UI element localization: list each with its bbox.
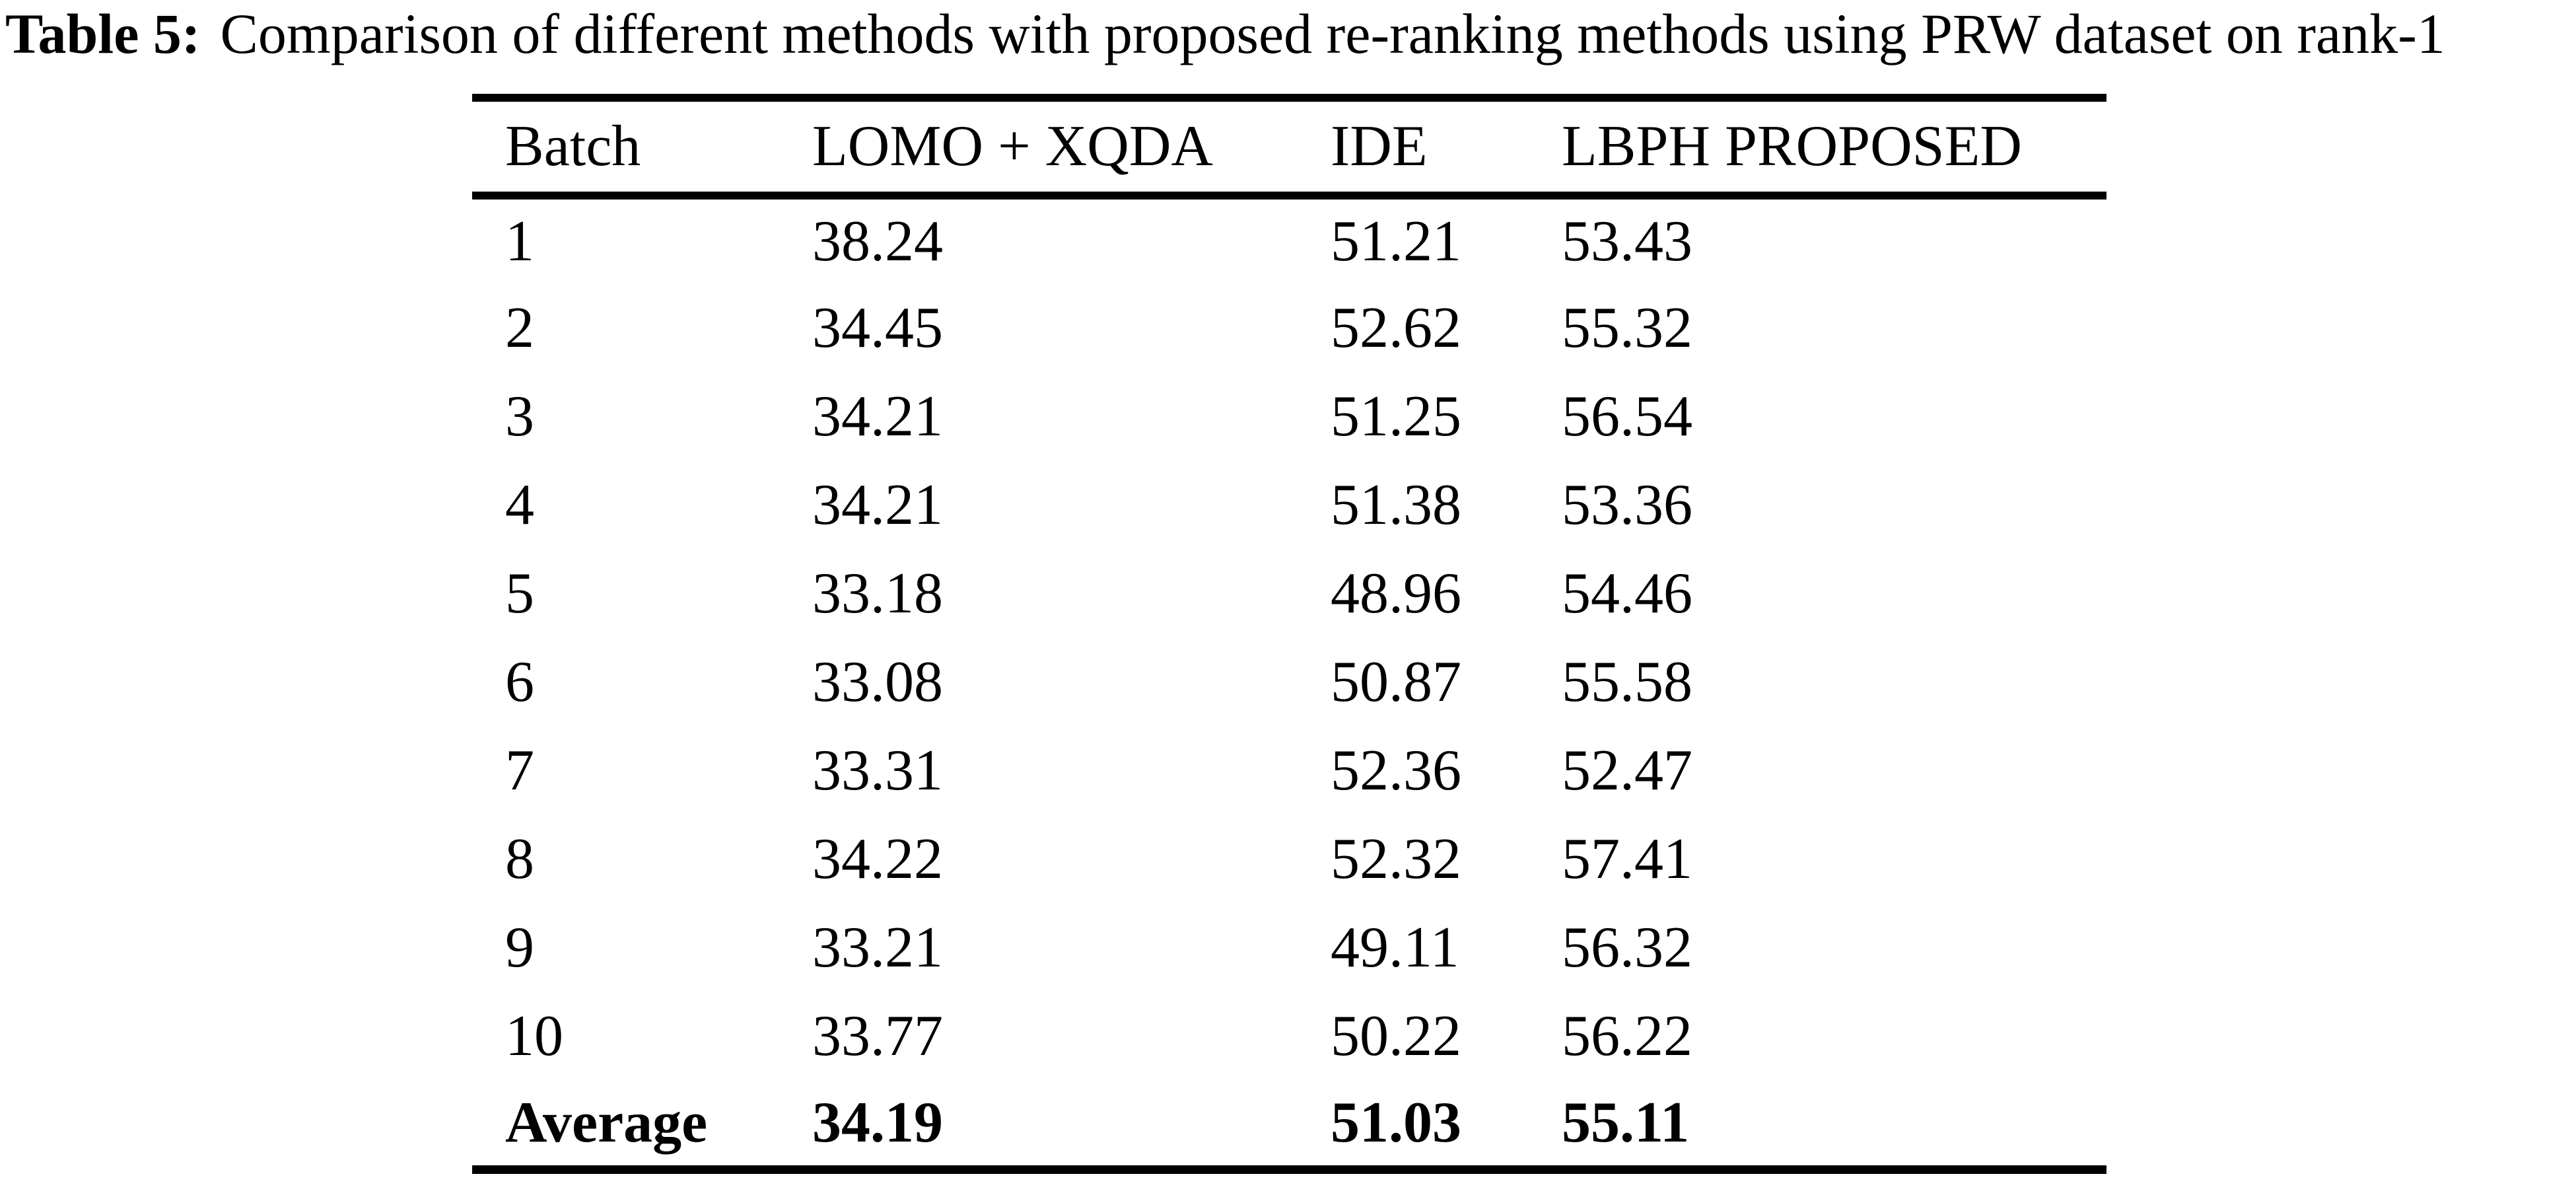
table-cell: Average — [505, 1090, 708, 1155]
table-cell: 52.47 — [1562, 739, 1692, 803]
table-caption-label: Table 5: — [5, 2, 201, 65]
header-row: Batch LOMO + XQDA IDE LBPH PROPOSED — [472, 98, 2106, 196]
table-cell: 1 — [505, 209, 534, 273]
table-row: 6 33.08 50.87 55.58 — [472, 638, 2106, 727]
table-cell: 53.36 — [1562, 473, 1692, 537]
table-caption-text: Comparison of different methods with pro… — [220, 2, 2445, 65]
table-cell: 52.62 — [1331, 296, 1461, 360]
table-cell: 56.22 — [1562, 1004, 1692, 1068]
table-cell: 56.32 — [1562, 916, 1692, 980]
table-cell: 34.45 — [812, 296, 943, 360]
table-cell: 33.77 — [812, 1004, 943, 1068]
table-row: 4 34.21 51.38 53.36 — [472, 461, 2106, 550]
table-row: 9 33.21 49.11 56.32 — [472, 904, 2106, 992]
table-row: 8 34.22 52.32 57.41 — [472, 815, 2106, 904]
table-cell: 33.08 — [812, 650, 943, 714]
table-cell: 6 — [505, 650, 534, 714]
table-cell: 34.22 — [812, 827, 943, 891]
table-cell: 51.25 — [1331, 384, 1461, 449]
table-cell: 33.18 — [812, 562, 943, 626]
table-cell: 3 — [505, 384, 534, 449]
table-caption: Table 5: Comparison of different methods … — [5, 1, 2445, 67]
table-cell: 2 — [505, 296, 534, 360]
column-header-lomo-xqda: LOMO + XQDA — [812, 114, 1213, 178]
column-header-batch: Batch — [505, 114, 641, 178]
table-cell: 34.21 — [812, 473, 943, 537]
table-header: Batch LOMO + XQDA IDE LBPH PROPOSED — [472, 98, 2106, 196]
table-cell: 55.11 — [1562, 1090, 1690, 1155]
table-cell: 33.21 — [812, 916, 943, 980]
table-cell: 52.32 — [1331, 827, 1461, 891]
table-cell: 51.38 — [1331, 473, 1461, 537]
table-cell: 51.03 — [1331, 1090, 1461, 1155]
table-cell: 49.11 — [1331, 916, 1459, 980]
table-average-row: Average 34.19 51.03 55.11 — [472, 1081, 2106, 1169]
table-cell: 5 — [505, 562, 534, 626]
table-row: 1 38.24 51.21 53.43 — [472, 196, 2106, 284]
table-cell: 51.21 — [1331, 209, 1461, 273]
table-cell: 52.36 — [1331, 739, 1461, 803]
table-row: 5 33.18 48.96 54.46 — [472, 550, 2106, 638]
table-cell: 34.19 — [812, 1090, 943, 1155]
table-cell: 8 — [505, 827, 534, 891]
table-row: 10 33.77 50.22 56.22 — [472, 992, 2106, 1081]
table-cell: 50.87 — [1331, 650, 1461, 714]
table-cell: 34.21 — [812, 384, 943, 449]
column-header-lbph-proposed: LBPH PROPOSED — [1562, 114, 2022, 178]
table-cell: 50.22 — [1331, 1004, 1461, 1068]
table-row: 7 33.31 52.36 52.47 — [472, 727, 2106, 815]
table-cell: 57.41 — [1562, 827, 1692, 891]
column-header-ide: IDE — [1331, 114, 1428, 178]
results-table: Batch LOMO + XQDA IDE LBPH PROPOSED 1 38… — [472, 94, 2106, 1174]
table-cell: 4 — [505, 473, 534, 537]
table-cell: 48.96 — [1331, 562, 1461, 626]
table-cell: 56.54 — [1562, 384, 1692, 449]
table-row: 2 34.45 52.62 55.32 — [472, 284, 2106, 373]
table-cell: 55.58 — [1562, 650, 1692, 714]
table-cell: 33.31 — [812, 739, 943, 803]
table-cell: 54.46 — [1562, 562, 1692, 626]
table-body: 1 38.24 51.21 53.43 2 34.45 52.62 55.32 … — [472, 196, 2106, 1169]
table-cell: 53.43 — [1562, 209, 1692, 273]
table-cell: 10 — [505, 1004, 563, 1068]
table-cell: 9 — [505, 916, 534, 980]
table-cell: 7 — [505, 739, 534, 803]
table-cell: 55.32 — [1562, 296, 1692, 360]
table-cell: 38.24 — [812, 209, 943, 273]
table-row: 3 34.21 51.25 56.54 — [472, 373, 2106, 461]
results-table-container: Batch LOMO + XQDA IDE LBPH PROPOSED 1 38… — [472, 94, 2106, 1174]
